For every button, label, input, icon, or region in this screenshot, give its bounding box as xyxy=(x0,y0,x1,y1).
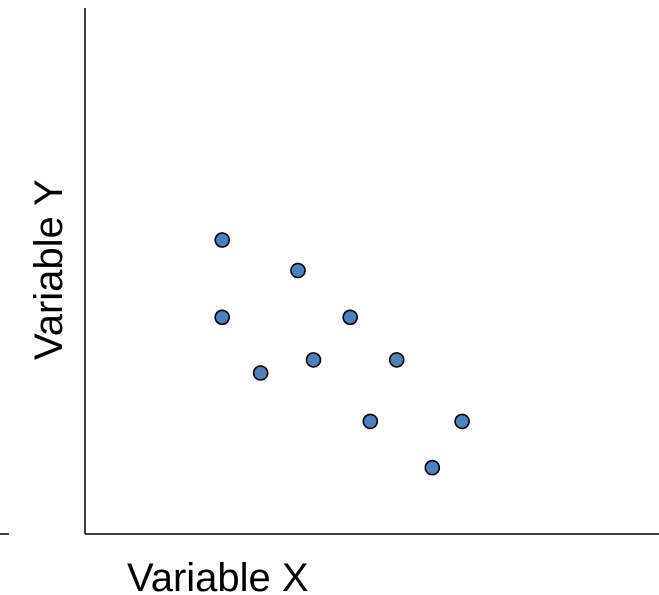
data-point-8 xyxy=(362,413,379,430)
data-point-6 xyxy=(305,352,322,368)
y-axis-label: Variable Y xyxy=(27,179,71,360)
data-point-5 xyxy=(252,365,269,381)
data-point-10 xyxy=(424,459,441,476)
data-point-4 xyxy=(342,309,359,326)
data-points xyxy=(214,232,470,476)
x-axis-label: Variable X xyxy=(127,556,309,595)
data-point-1 xyxy=(214,232,230,248)
data-point-7 xyxy=(388,352,405,368)
data-point-2 xyxy=(290,262,306,279)
data-point-3 xyxy=(214,309,230,326)
data-point-9 xyxy=(454,413,470,430)
